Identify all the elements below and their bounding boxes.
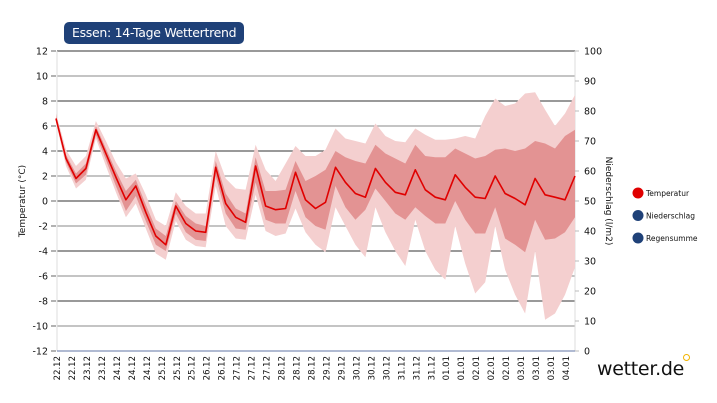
y2-tick-label: 20: [584, 287, 596, 298]
x-tick-label: 31.12: [427, 356, 437, 380]
x-tick-label: 03.01: [517, 356, 527, 380]
x-tick-label: 30.12: [382, 356, 392, 380]
legend-label-niederschlag: Niederschlag: [646, 212, 695, 221]
y-axis-left: -12 -10 -8 -6 -4 -2 0 2 4 6 8 10 12: [32, 47, 56, 358]
y-tick-label: 10: [36, 72, 48, 83]
y-tick-label: 0: [42, 197, 48, 208]
x-tick-label: 02.01: [472, 356, 482, 380]
x-tick-label: 22.12: [53, 356, 63, 380]
x-tick-label: 01.01: [457, 356, 467, 380]
logo-dot-icon: [683, 354, 690, 361]
x-tick-label: 27.12: [263, 356, 273, 380]
chart-title: Essen: 14-Tage Wettertrend: [64, 22, 245, 44]
y2-tick-label: 100: [584, 47, 602, 58]
y-tick-label: 8: [42, 97, 48, 108]
y2-tick-label: 60: [584, 167, 596, 178]
y-axis-right: 0 10 20 30 40 50 60 70 80 90 100: [575, 47, 602, 358]
x-tick-label: 24.12: [128, 356, 138, 380]
y-tick-label: -4: [39, 247, 48, 258]
legend-marker-regensumme: [632, 232, 644, 244]
y2-tick-label: 80: [584, 107, 596, 118]
temperature-series: [55, 118, 576, 246]
x-tick-label: 23.12: [98, 356, 108, 380]
x-tick-label: 24.12: [113, 356, 123, 380]
legend: Temperatur Niederschlag Regensumme: [632, 187, 698, 244]
x-tick-label: 29.12: [337, 356, 347, 380]
x-tick-label: 28.12: [278, 356, 288, 380]
x-tick-label: 30.12: [352, 356, 362, 380]
y2-tick-label: 30: [584, 257, 596, 268]
x-tick-label: 25.12: [173, 356, 183, 380]
x-tick-label: 31.12: [397, 356, 407, 380]
inner-range-band: [56, 116, 575, 253]
x-tick-label: 24.12: [143, 356, 153, 380]
x-tick-label: 27.12: [233, 356, 243, 380]
y-tick-label: -10: [32, 322, 48, 333]
x-tick-label: 22.12: [68, 356, 78, 380]
x-tick-label: 02.01: [502, 356, 512, 380]
y-tick-label: -6: [39, 272, 48, 283]
y-tick-label: 2: [42, 172, 48, 183]
y-tick-label: 4: [42, 147, 48, 158]
x-tick-label: 29.12: [322, 356, 332, 380]
x-tick-label: 28.12: [293, 356, 303, 380]
x-tick-label: 03.01: [547, 356, 557, 380]
x-tick-label: 27.12: [248, 356, 258, 380]
y2-tick-label: 40: [584, 227, 596, 238]
y-tick-label: 6: [42, 122, 48, 133]
y-tick-label: -8: [39, 297, 48, 308]
x-tick-label: 25.12: [158, 356, 168, 380]
y2-tick-label: 50: [584, 197, 596, 208]
x-tick-label: 23.12: [83, 356, 93, 380]
x-tick-label: 02.01: [487, 356, 497, 380]
x-tick-label: 26.12: [218, 356, 228, 380]
y2-tick-label: 0: [584, 347, 590, 358]
y-tick-label: -2: [39, 222, 48, 233]
legend-marker-temperatur: [632, 187, 644, 199]
legend-label-regensumme: Regensumme: [646, 234, 698, 243]
x-tick-label: 01.01: [442, 356, 452, 380]
wetter-de-logo: wetter.de: [597, 358, 684, 380]
temperature-bands: [56, 92, 575, 320]
legend-marker-niederschlag: [632, 210, 644, 221]
y2-tick-label: 70: [584, 137, 596, 148]
y2-axis-label: Niederschlag (l/m2): [603, 157, 613, 246]
x-tick-label: 03.01: [532, 356, 542, 380]
x-tick-label: 25.12: [188, 356, 198, 380]
y2-tick-label: 10: [584, 317, 596, 328]
x-tick-label: 31.12: [412, 356, 422, 380]
y-tick-label: 12: [36, 47, 48, 58]
legend-label-temperatur: Temperatur: [645, 189, 690, 198]
x-tick-label: 04.01: [562, 356, 572, 380]
x-tick-label: 28.12: [308, 356, 318, 380]
x-tick-label: 30.12: [367, 356, 377, 380]
y2-tick-label: 90: [584, 77, 596, 88]
x-tick-label: 26.12: [203, 356, 213, 380]
y-tick-label: -12: [32, 347, 48, 358]
x-axis: 22.12 22.12 23.12 23.12 24.12 24.12 24.12 25.12…: [53, 356, 572, 380]
y-axis-label: Temperatur (°C): [18, 165, 28, 238]
